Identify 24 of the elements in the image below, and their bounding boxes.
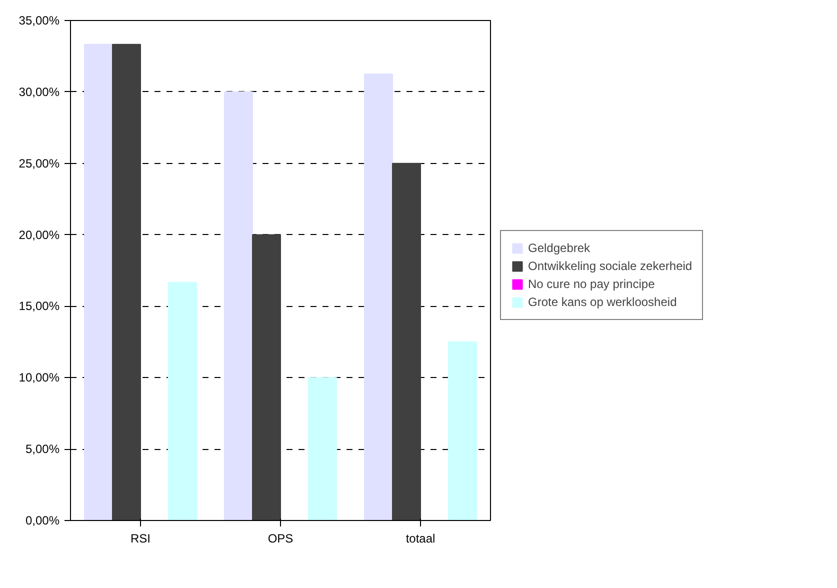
y-tick-label: 5,00% xyxy=(25,442,60,456)
legend-label: Geldgebrek xyxy=(528,241,590,255)
legend-label: No cure no pay principe xyxy=(528,277,655,291)
legend-label: Grote kans op werkloosheid xyxy=(528,295,677,309)
bar xyxy=(308,377,337,520)
bar xyxy=(112,44,141,520)
y-tick-label: 0,00% xyxy=(25,514,60,528)
y-tick-label: 25,00% xyxy=(18,156,60,170)
bar xyxy=(364,74,393,520)
bar xyxy=(448,341,477,520)
bar xyxy=(224,91,253,520)
y-tick-label: 10,00% xyxy=(18,370,60,385)
y-tick-label: 35,00% xyxy=(18,14,60,28)
x-tick-label: RSI xyxy=(130,532,151,546)
bar xyxy=(168,282,197,520)
bar xyxy=(84,44,113,520)
y-tick-label: 20,00% xyxy=(18,228,60,242)
x-tick-label: OPS xyxy=(268,532,294,546)
legend-label: Ontwikkeling sociale zekerheid xyxy=(528,259,692,273)
bar xyxy=(252,234,281,520)
y-tick-label: 15,00% xyxy=(18,299,60,314)
y-tick-label: 30,00% xyxy=(18,84,60,99)
x-tick-label: totaal xyxy=(406,532,436,546)
bar xyxy=(392,162,421,520)
